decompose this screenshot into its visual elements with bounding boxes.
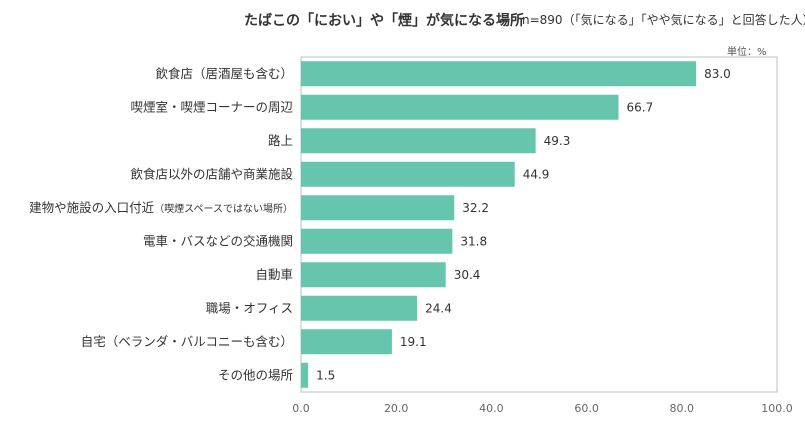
bar [301, 161, 515, 187]
x-tick-label: 40.0 [479, 402, 504, 415]
x-tick-label: 20.0 [384, 402, 409, 415]
value-label: 31.8 [460, 234, 487, 248]
bar [301, 195, 455, 221]
category-label: 建物や施設の入口付近（喫煙スペースではない場所） [29, 200, 293, 215]
value-label: 32.2 [462, 201, 489, 215]
category-label: 飲食店以外の店舗や商業施設 [130, 166, 293, 181]
bar [301, 128, 536, 154]
category-label: 喫煙室・喫煙コーナーの周辺 [130, 99, 293, 114]
x-tick-label: 60.0 [574, 402, 599, 415]
bar [301, 329, 392, 355]
sample-note: n=890（「気になる」「やや気になる」と回答した人） [522, 13, 805, 27]
chart-title: たばこの「におい」や「煙」が気になる場所 [244, 13, 524, 29]
x-tick-label: 0.0 [292, 402, 310, 415]
value-label: 19.1 [400, 335, 427, 349]
value-label: 1.5 [316, 368, 335, 382]
plot-frame [300, 56, 778, 393]
value-label: 83.0 [704, 67, 731, 81]
category-label: 飲食店（居酒屋も含む） [155, 66, 293, 81]
bar [301, 295, 418, 321]
bar [301, 362, 309, 388]
chart-header: たばこの「におい」や「煙」が気になる場所 n=890（「気になる」「やや気になる… [0, 10, 805, 30]
value-label: 44.9 [523, 167, 550, 181]
category-label: その他の場所 [218, 367, 293, 382]
bar [301, 228, 453, 254]
category-label: 自宅（ベランダ・バルコニーも含む） [81, 334, 293, 349]
bar [301, 94, 619, 120]
category-label: 自動車 [255, 267, 293, 282]
category-label: 電車・バスなどの交通機関 [143, 233, 293, 248]
category-label: 職場・オフィス [206, 300, 293, 315]
value-label: 49.3 [544, 134, 571, 148]
unit-label: 単位：% [727, 47, 767, 58]
bar [301, 61, 697, 87]
value-label: 30.4 [454, 268, 481, 282]
bar [301, 262, 446, 288]
value-label: 24.4 [425, 301, 452, 315]
x-tick-label: 100.0 [761, 402, 793, 415]
x-tick-label: 80.0 [670, 402, 695, 415]
category-label: 路上 [268, 133, 293, 148]
value-label: 66.7 [626, 100, 653, 114]
